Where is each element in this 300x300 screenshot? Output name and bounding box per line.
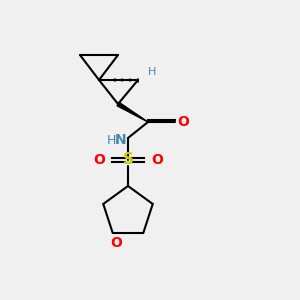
Text: O: O <box>177 115 189 129</box>
Text: N: N <box>114 133 126 147</box>
Text: H: H <box>148 67 156 77</box>
Text: O: O <box>110 236 122 250</box>
Text: O: O <box>93 153 105 167</box>
Polygon shape <box>117 102 148 122</box>
Text: S: S <box>122 152 134 167</box>
Text: H: H <box>106 134 116 146</box>
Text: O: O <box>151 153 163 167</box>
